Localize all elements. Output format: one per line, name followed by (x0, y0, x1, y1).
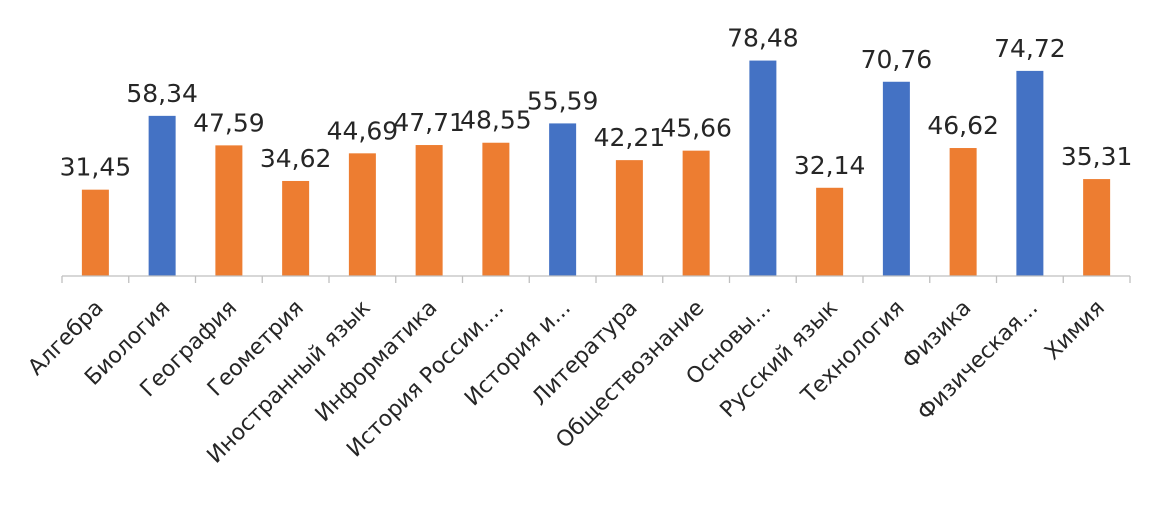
data-label: 46,62 (927, 111, 999, 140)
data-label: 47,71 (393, 108, 465, 137)
data-label: 44,69 (327, 116, 399, 145)
data-label: 45,66 (660, 114, 732, 143)
bar-14 (949, 148, 977, 276)
data-label: 47,59 (193, 108, 265, 137)
bar-9 (615, 160, 643, 276)
bar-6 (415, 145, 443, 276)
data-label: 31,45 (60, 153, 132, 182)
data-label: 55,59 (527, 86, 599, 115)
data-label: 78,48 (727, 24, 799, 53)
bar-16 (1083, 179, 1111, 276)
x-tick-label: Русский язык (716, 296, 843, 423)
x-tick-label: Информатика (311, 296, 443, 428)
bar-11 (749, 60, 777, 276)
data-label: 74,72 (994, 34, 1066, 63)
bar-7 (482, 142, 510, 276)
x-tick-labels-group: АлгебраБиологияГеографияГеометрияИностра… (24, 296, 1110, 469)
bars-group (81, 60, 1111, 276)
bar-1 (81, 189, 109, 276)
x-axis-ticks (61, 276, 1131, 283)
bar-5 (348, 153, 376, 276)
bar-12 (816, 187, 844, 276)
bar-3 (215, 145, 243, 276)
data-label: 42,21 (594, 123, 666, 152)
bar-4 (282, 180, 310, 276)
data-label: 58,34 (126, 79, 198, 108)
bar-2 (148, 115, 176, 276)
x-tick-label: Химия (1040, 296, 1110, 366)
data-label: 48,55 (460, 106, 532, 135)
x-tick-label: Физическая... (913, 296, 1043, 426)
bar-10 (682, 150, 710, 276)
bar-15 (1016, 70, 1044, 276)
data-label: 32,14 (794, 151, 866, 180)
data-label: 70,76 (861, 45, 933, 74)
data-label: 34,62 (260, 144, 332, 173)
bar-8 (549, 123, 577, 276)
bar-13 (882, 81, 910, 276)
data-label: 35,31 (1061, 142, 1133, 171)
